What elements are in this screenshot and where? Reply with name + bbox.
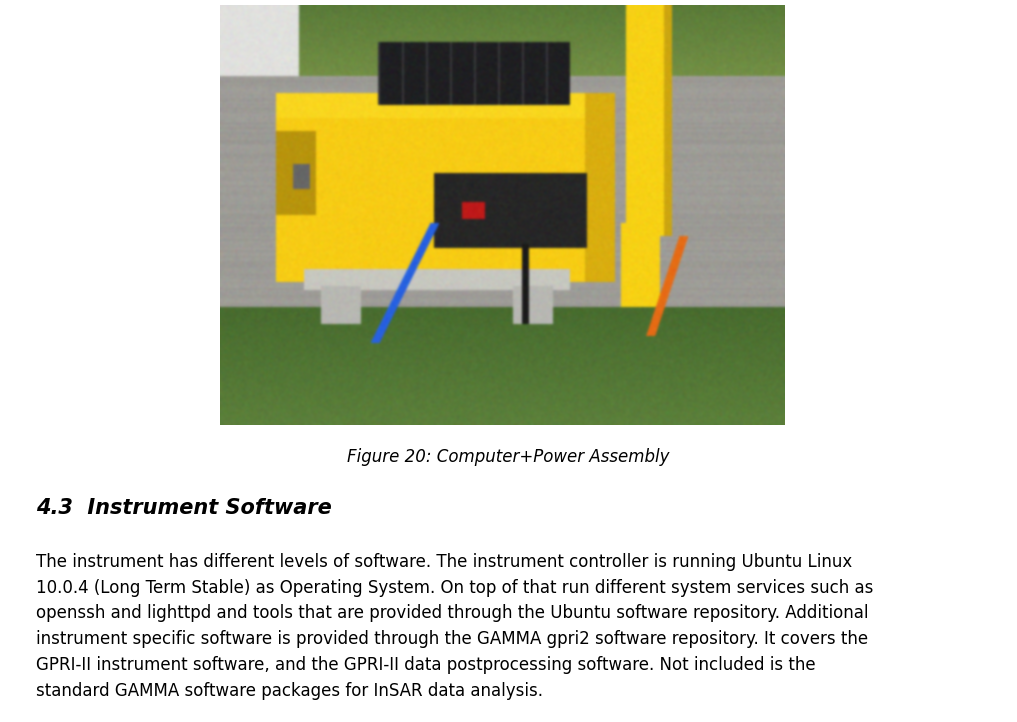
Text: Figure 20: Computer+Power Assembly: Figure 20: Computer+Power Assembly <box>347 448 669 466</box>
Text: 4.3  Instrument Software: 4.3 Instrument Software <box>36 498 332 518</box>
Text: The instrument has different levels of software. The instrument controller is ru: The instrument has different levels of s… <box>36 553 874 700</box>
